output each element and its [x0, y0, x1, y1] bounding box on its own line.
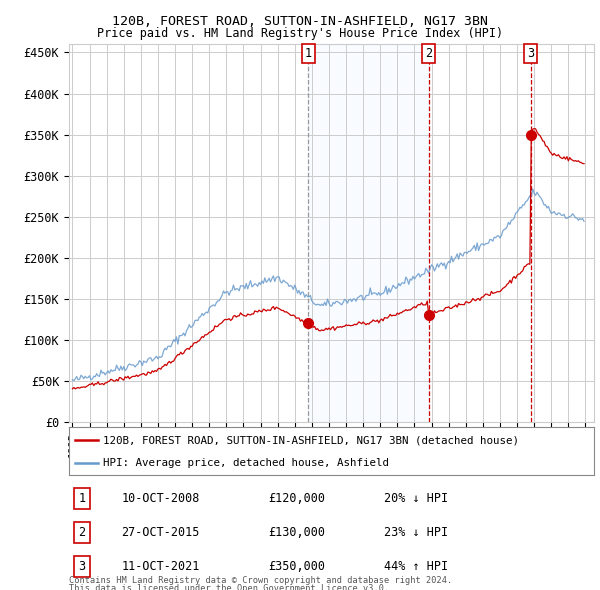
Bar [308, 44, 428, 422]
Text: 23% ↓ HPI: 23% ↓ HPI [384, 526, 448, 539]
Text: HPI: Average price, detached house, Ashfield: HPI: Average price, detached house, Ashf… [103, 458, 389, 468]
Text: 20% ↓ HPI: 20% ↓ HPI [384, 492, 448, 505]
Text: 10-OCT-2008: 10-OCT-2008 [121, 492, 200, 505]
Text: 44% ↑ HPI: 44% ↑ HPI [384, 560, 448, 573]
Text: £350,000: £350,000 [269, 560, 325, 573]
Text: 2: 2 [425, 47, 432, 60]
Text: £120,000: £120,000 [269, 492, 325, 505]
Text: £130,000: £130,000 [269, 526, 325, 539]
Text: Contains HM Land Registry data © Crown copyright and database right 2024.: Contains HM Land Registry data © Crown c… [69, 576, 452, 585]
Text: 1: 1 [305, 47, 312, 60]
Text: 120B, FOREST ROAD, SUTTON-IN-ASHFIELD, NG17 3BN: 120B, FOREST ROAD, SUTTON-IN-ASHFIELD, N… [112, 15, 488, 28]
Text: This data is licensed under the Open Government Licence v3.0.: This data is licensed under the Open Gov… [69, 584, 389, 590]
Text: 3: 3 [527, 47, 534, 60]
Text: 11-OCT-2021: 11-OCT-2021 [121, 560, 200, 573]
Text: 27-OCT-2015: 27-OCT-2015 [121, 526, 200, 539]
Text: 2: 2 [79, 526, 86, 539]
Text: 1: 1 [79, 492, 86, 505]
Text: 120B, FOREST ROAD, SUTTON-IN-ASHFIELD, NG17 3BN (detached house): 120B, FOREST ROAD, SUTTON-IN-ASHFIELD, N… [103, 435, 519, 445]
Text: 3: 3 [79, 560, 86, 573]
Text: Price paid vs. HM Land Registry's House Price Index (HPI): Price paid vs. HM Land Registry's House … [97, 27, 503, 40]
